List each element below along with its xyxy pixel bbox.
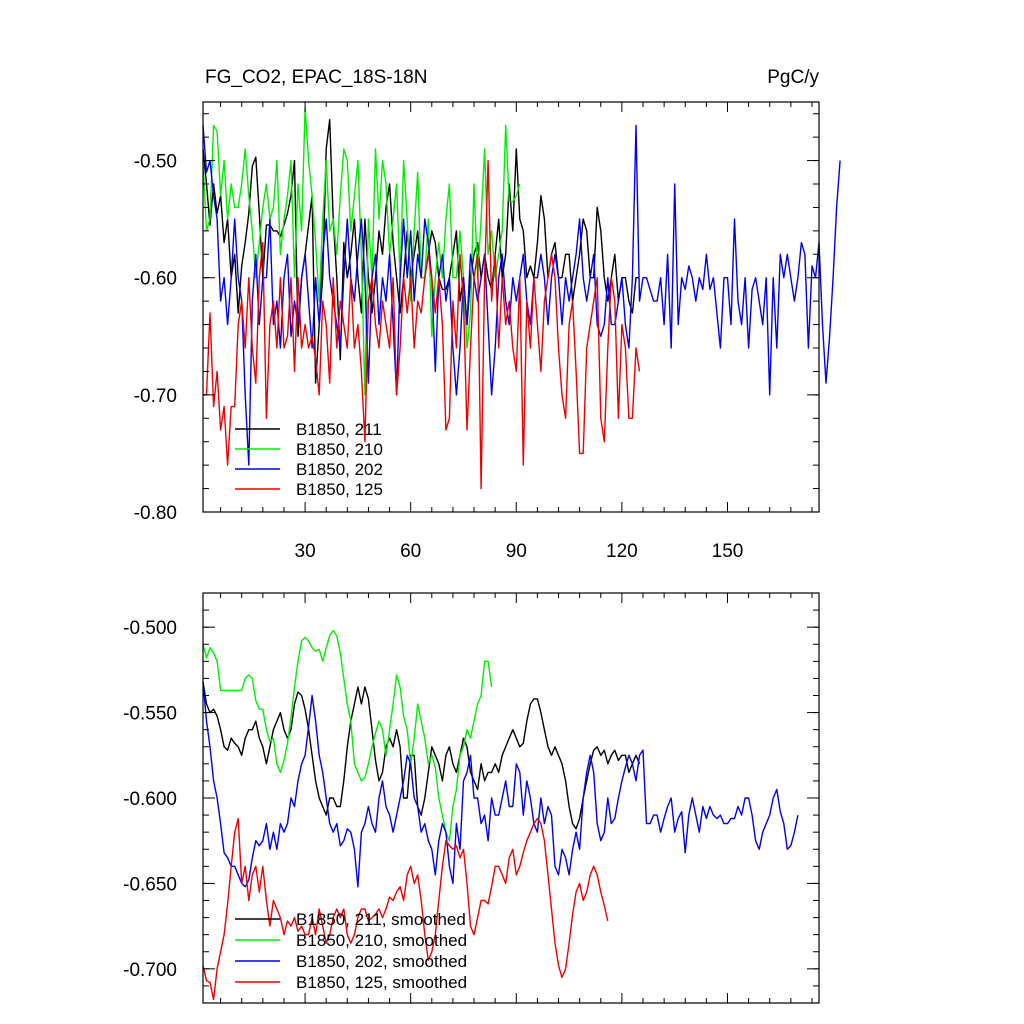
top-series-line-1 [202, 107, 521, 396]
bottom-legend-label-0: B1850, 211, smoothed [296, 910, 466, 929]
top-legend-label-0: B1850, 211 [296, 420, 382, 439]
bottom-series-line-0 [202, 681, 641, 830]
bottom-series-line-3 [202, 817, 609, 1001]
top-x-tick-label: 60 [400, 541, 421, 562]
top-legend-label-2: B1850, 202 [296, 460, 383, 479]
bottom-panel: -0.500 -0.550 -0.600 -0.650 -0.700 B1850, 21… [123, 592, 820, 1004]
bottom-legend-label-2: B1850, 202, smoothed [296, 952, 467, 971]
bottom-series-line-1 [202, 629, 493, 842]
bottom-y-tick-label: -0.550 [123, 704, 177, 725]
bottom-y-tick-label: -0.600 [123, 789, 177, 810]
top-y-tick-label: -0.70 [134, 386, 177, 407]
bottom-y-tick-label: -0.650 [123, 874, 177, 895]
bottom-axis-ticks: -0.500 -0.550 -0.600 -0.650 -0.700 [123, 592, 819, 1004]
top-series-line-2 [202, 124, 841, 466]
bottom-y-tick-label: -0.500 [123, 618, 177, 639]
top-series-group [202, 107, 841, 490]
bottom-legend: B1850, 211, smoothed B1850, 210, smoothed… [235, 910, 467, 992]
top-legend-label-1: B1850, 210 [296, 440, 383, 459]
top-y-tick-label: -0.60 [134, 269, 177, 290]
top-y-tick-label: -0.80 [134, 503, 177, 524]
top-legend-label-3: B1850, 125 [296, 480, 383, 499]
top-plot-frame [202, 101, 820, 513]
top-x-tick-label: 120 [606, 541, 638, 562]
top-y-tick-label: -0.50 [134, 152, 177, 173]
top-chart-units: PgC/y [767, 67, 819, 88]
top-panel: FG_CO2, EPAC_18S-18N PgC/y 30 60 90 120 150 -… [134, 67, 841, 562]
top-x-tick-label: 150 [712, 541, 744, 562]
top-x-tick-label: 30 [295, 541, 316, 562]
bottom-series-group [202, 629, 799, 1001]
bottom-legend-label-3: B1850, 125, smoothed [296, 973, 467, 992]
bottom-legend-label-1: B1850, 210, smoothed [296, 931, 467, 950]
top-x-tick-label: 90 [506, 541, 527, 562]
top-chart-title: FG_CO2, EPAC_18S-18N [205, 67, 427, 88]
top-series-line-3 [203, 159, 641, 490]
top-axis-ticks: 30 60 90 120 150 -0.50 -0.60 -0.70 -0.80 [134, 102, 819, 562]
bottom-series-line-2 [202, 681, 799, 888]
bottom-y-tick-label: -0.700 [123, 960, 177, 981]
